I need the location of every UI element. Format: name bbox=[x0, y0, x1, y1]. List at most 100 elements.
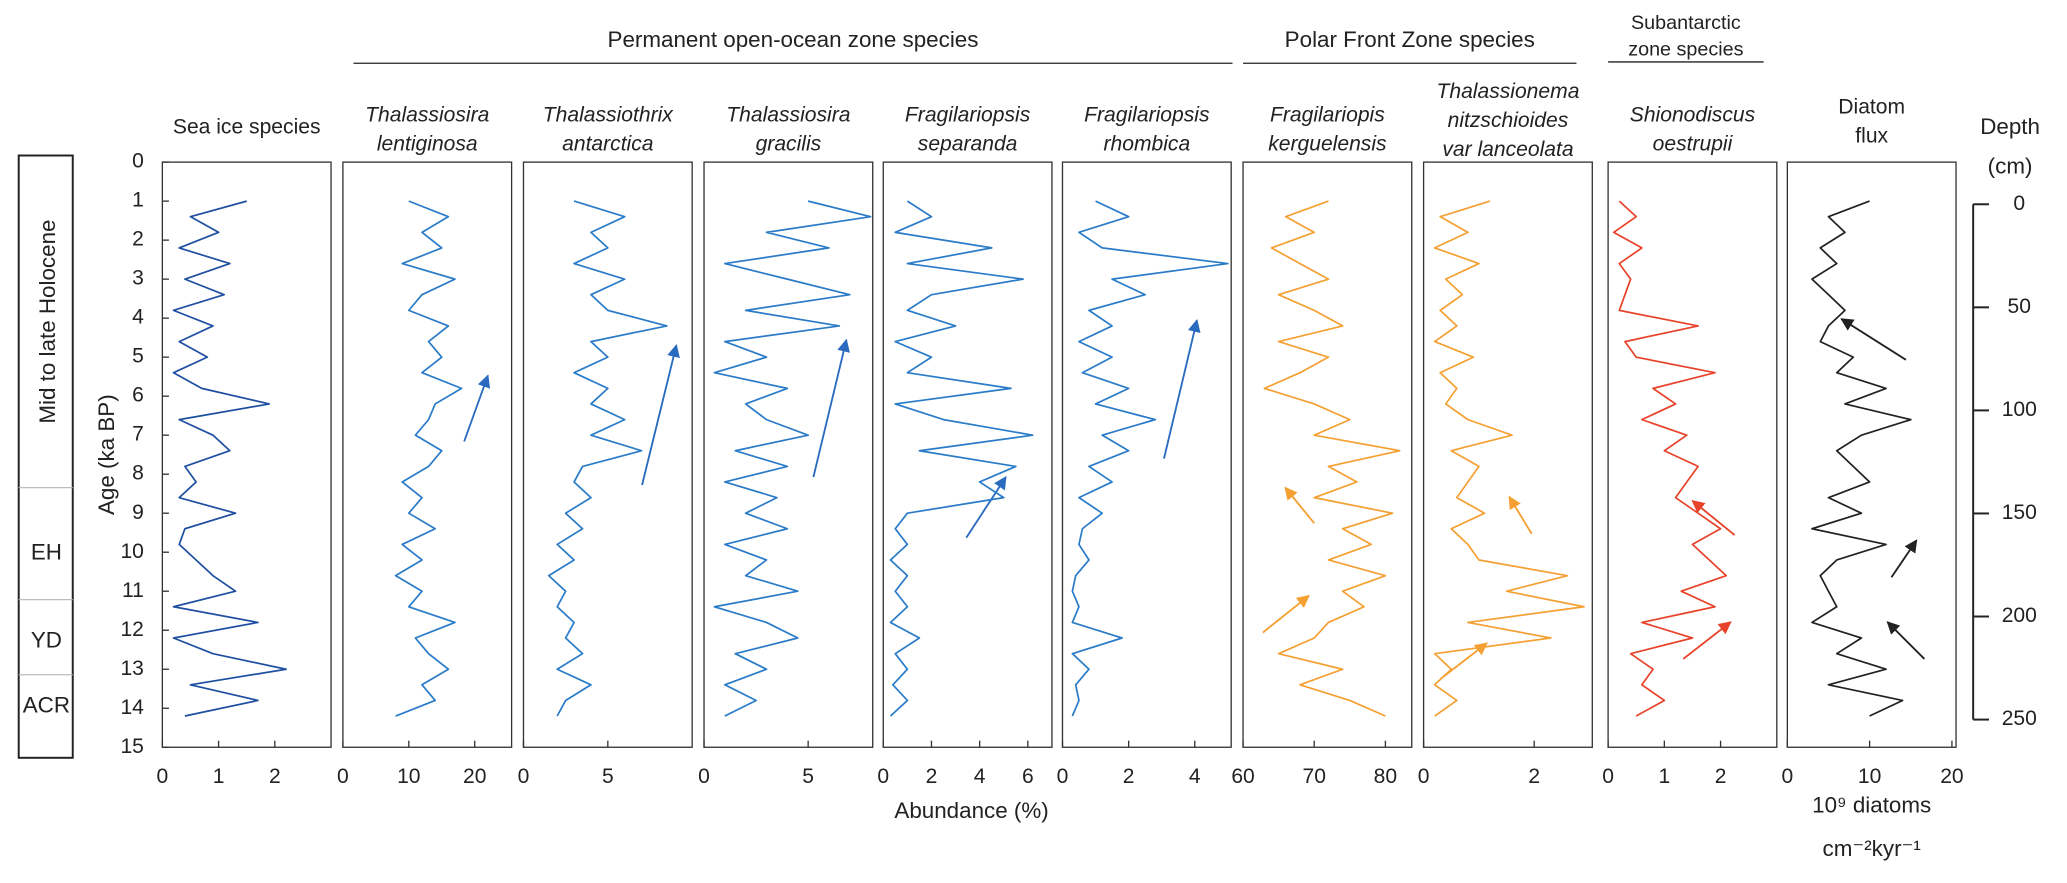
x-tick-label: 2 bbox=[269, 765, 281, 788]
depth-tick-label: 0 bbox=[2013, 192, 2025, 215]
x-tick-label: 2 bbox=[1715, 765, 1727, 788]
y-tick-label: 3 bbox=[132, 267, 144, 290]
panel-title: kerguelensis bbox=[1268, 133, 1387, 156]
panel-title: nitzschioides bbox=[1448, 109, 1569, 132]
y-tick-label: 10 bbox=[120, 540, 143, 563]
x-tick-label: 0 bbox=[1057, 765, 1069, 788]
period-label: YD bbox=[31, 628, 62, 653]
y-axis-label: Age (ka BP) bbox=[94, 394, 119, 515]
x-tick-label: 0 bbox=[698, 765, 710, 788]
depth-axis-label: Depth bbox=[1980, 114, 2040, 139]
data-line bbox=[1263, 200, 1401, 717]
panel-title: separanda bbox=[918, 133, 1018, 156]
panel-frame bbox=[882, 161, 1053, 748]
x-tick-label: 4 bbox=[974, 765, 986, 788]
x-tick-label: 80 bbox=[1374, 765, 1397, 788]
x-tick-label: 20 bbox=[1940, 765, 1963, 788]
x-tick-label: 0 bbox=[1602, 765, 1614, 788]
panel-title: Sea ice species bbox=[173, 115, 321, 138]
y-tick-label: 5 bbox=[132, 345, 144, 368]
period-label: Mid to late Holocene bbox=[35, 220, 60, 424]
panel-title: Fragilariopsis bbox=[1084, 104, 1210, 127]
panel-title: Thalassiosira bbox=[726, 104, 850, 127]
y-tick-label: 4 bbox=[132, 306, 144, 329]
panel-frame bbox=[1422, 161, 1593, 748]
x-tick-label: 2 bbox=[926, 765, 938, 788]
panel-title: Thalassiosira bbox=[365, 104, 489, 127]
depth-tick-label: 150 bbox=[2002, 501, 2037, 524]
panel-frame bbox=[703, 161, 874, 748]
data-line bbox=[394, 200, 463, 717]
data-line bbox=[889, 200, 1034, 717]
depth-tick-label: 100 bbox=[2002, 398, 2037, 421]
depth-tick-label: 250 bbox=[2002, 707, 2037, 730]
panel-frame bbox=[1786, 161, 1957, 748]
x-tick-label: 2 bbox=[1123, 765, 1135, 788]
period-dividers bbox=[18, 486, 73, 676]
panel-title: rhombica bbox=[1103, 133, 1190, 156]
panel-frame bbox=[342, 161, 513, 748]
y-tick-label: 8 bbox=[132, 462, 144, 485]
x-axis-label: Abundance (%) bbox=[894, 798, 1048, 823]
y-tick-label: 1 bbox=[132, 189, 144, 212]
data-line bbox=[1071, 200, 1229, 717]
y-tick-label: 2 bbox=[132, 228, 144, 251]
data-line bbox=[172, 200, 287, 717]
x-tick-label: 0 bbox=[337, 765, 349, 788]
y-tick-label: 6 bbox=[132, 384, 144, 407]
data-line bbox=[1433, 200, 1585, 717]
panel-frame bbox=[161, 161, 332, 748]
x-tick-label: 20 bbox=[463, 765, 486, 788]
panel-title: Fragilariopsis bbox=[905, 104, 1031, 127]
panel-title: Thalassiothrix bbox=[543, 104, 674, 127]
x-tick-label: 70 bbox=[1302, 765, 1325, 788]
panel-title: var lanceolata bbox=[1442, 138, 1573, 161]
data-line bbox=[1612, 200, 1728, 717]
x-axis-label: 10⁹ diatoms bbox=[1812, 792, 1931, 817]
depth-tick-label: 50 bbox=[2008, 295, 2031, 318]
panel-title: oestrupii bbox=[1653, 133, 1734, 156]
group-header: Subantarctic bbox=[1631, 12, 1741, 34]
panel-frame bbox=[1061, 161, 1232, 748]
x-axis-label: cm⁻²kyr⁻¹ bbox=[1823, 836, 1921, 861]
panel-title: Thalassionema bbox=[1436, 80, 1579, 103]
data-line bbox=[713, 200, 872, 717]
y-tick-label: 15 bbox=[120, 735, 143, 758]
x-tick-label: 0 bbox=[1418, 765, 1430, 788]
y-tick-label: 7 bbox=[132, 423, 144, 446]
panel-title: lentiginosa bbox=[377, 133, 478, 156]
period-box bbox=[17, 154, 74, 759]
x-tick-label: 10 bbox=[1858, 765, 1881, 788]
arrows bbox=[463, 318, 1926, 680]
group-header: zone species bbox=[1628, 38, 1743, 60]
y-tick-label: 11 bbox=[122, 579, 144, 602]
panel-frame bbox=[522, 161, 693, 748]
panel-title: Fragilariopis bbox=[1270, 104, 1385, 127]
panel-frame bbox=[1607, 161, 1778, 748]
group-header: Permanent open-ocean zone species bbox=[608, 27, 979, 52]
data-line bbox=[547, 200, 668, 717]
y-tick-label: 12 bbox=[120, 618, 143, 641]
depth-axis-label: (cm) bbox=[1988, 153, 2033, 178]
x-tick-label: 60 bbox=[1231, 765, 1254, 788]
data-line bbox=[1811, 200, 1912, 717]
y-tick-label: 9 bbox=[132, 501, 144, 524]
group-header: Polar Front Zone species bbox=[1285, 27, 1535, 52]
x-tick-label: 6 bbox=[1022, 765, 1034, 788]
panel-title: antarctica bbox=[562, 133, 653, 156]
x-tick-label: 10 bbox=[397, 765, 420, 788]
period-label: ACR bbox=[23, 692, 70, 717]
y-tick-label: 14 bbox=[120, 696, 144, 719]
x-tick-label: 5 bbox=[602, 765, 614, 788]
period-label: EH bbox=[31, 539, 62, 564]
y-tick-label: 0 bbox=[132, 150, 144, 173]
x-tick-label: 0 bbox=[877, 765, 889, 788]
panel-title: Shionodiscus bbox=[1630, 104, 1756, 127]
panel-title: Diatom bbox=[1838, 96, 1905, 119]
x-tick-label: 1 bbox=[1658, 765, 1670, 788]
x-tick-label: 0 bbox=[1781, 765, 1793, 788]
x-tick-label: 0 bbox=[518, 765, 530, 788]
panel-title: flux bbox=[1855, 125, 1888, 148]
panel-frame bbox=[1242, 161, 1413, 748]
